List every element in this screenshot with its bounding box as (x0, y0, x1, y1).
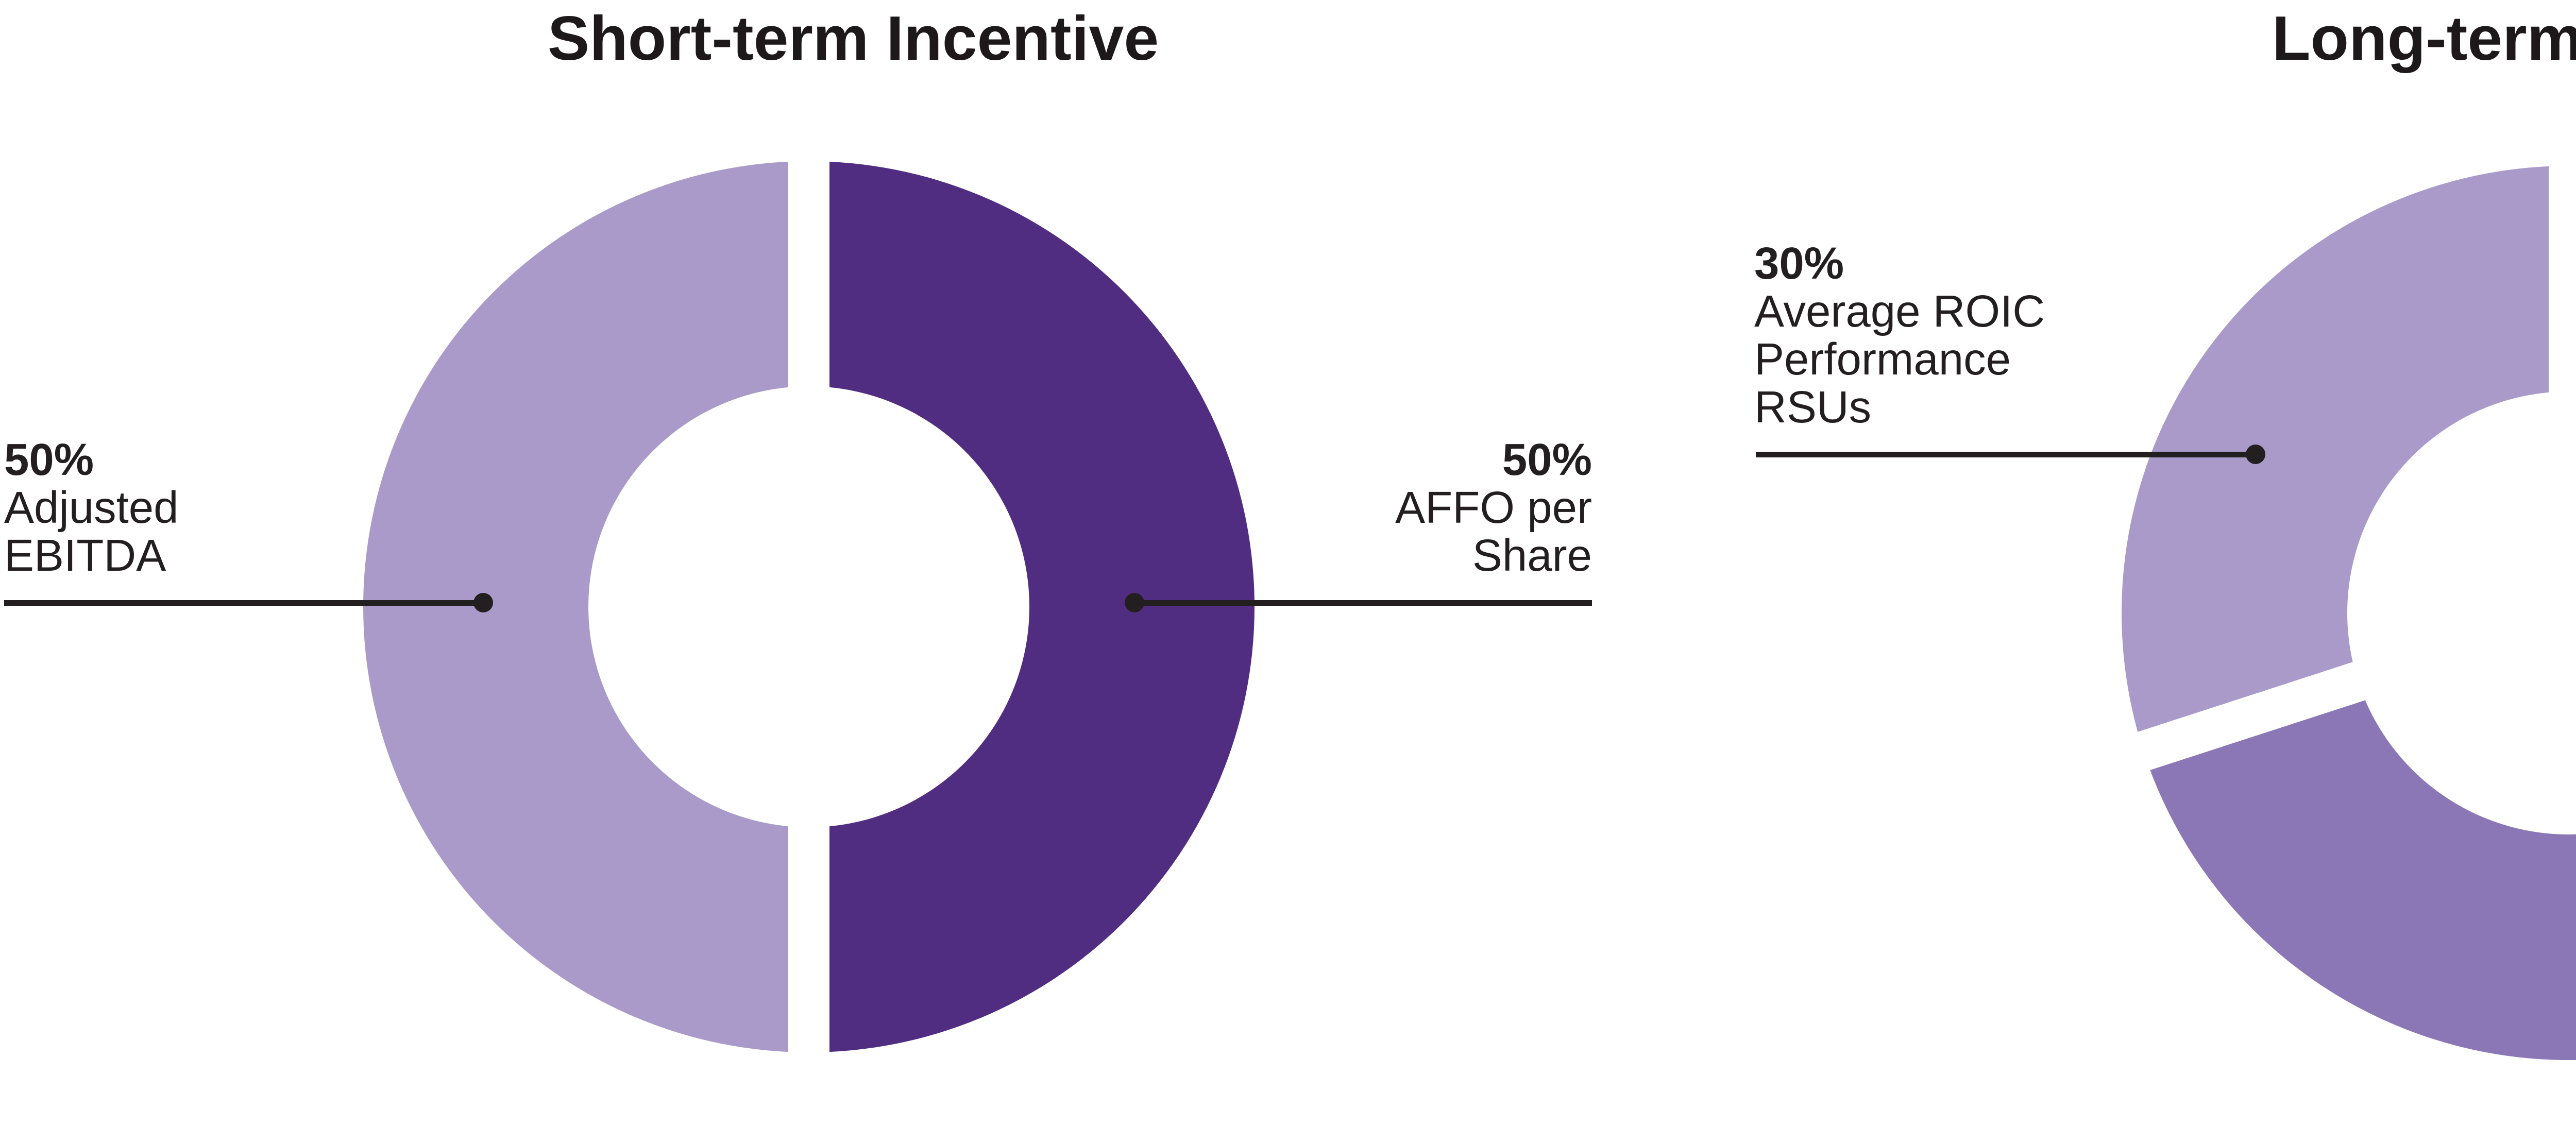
short-term-incentive-leader-dot-0 (473, 593, 493, 612)
callout-text-line: Adjusted (4, 483, 179, 533)
donut-hole (588, 386, 1029, 827)
short-term-chart-title: Short-term Incentive (547, 3, 1159, 73)
short-term-incentive-slice-1 (363, 161, 809, 1052)
callout-text-line: Performance (1754, 334, 2011, 384)
short-term-incentive-callout-label-0: 50% Adjusted EBITDA (4, 436, 179, 579)
short-term-incentive-leader-line-0 (4, 600, 483, 606)
callout-text-line: Share (1472, 531, 1592, 581)
callout-percent: 50% (1502, 435, 1592, 485)
long-term-incentive-callout-label-0: 30% Average ROIC Performance RSUs (1754, 240, 2045, 431)
long-term-chart-title: Long-term Incentive (2272, 3, 2576, 73)
short-term-incentive-donut (363, 150, 1255, 1064)
callout-text-line: RSUs (1754, 382, 1872, 432)
callout-text-line: AFFO per (1395, 483, 1592, 533)
short-term-incentive-slice-0 (809, 161, 1255, 1052)
callout-text-line: Average ROIC (1754, 286, 2045, 336)
short-term-incentive-leader-dot-1 (1125, 593, 1144, 612)
donut-hole (2347, 391, 2576, 834)
long-term-incentive-leader-dot-0 (2246, 445, 2265, 464)
callout-percent: 50% (4, 435, 94, 485)
long-term-incentive-donut (2122, 155, 2576, 1060)
callout-percent: 30% (1754, 238, 1844, 288)
short-term-incentive-leader-line-1 (1134, 600, 1592, 606)
callout-text-line: EBITDA (4, 531, 166, 581)
short-term-incentive-callout-label-1: 50% AFFO per Share (1395, 436, 1592, 579)
long-term-incentive-leader-line-0 (1756, 452, 2256, 457)
